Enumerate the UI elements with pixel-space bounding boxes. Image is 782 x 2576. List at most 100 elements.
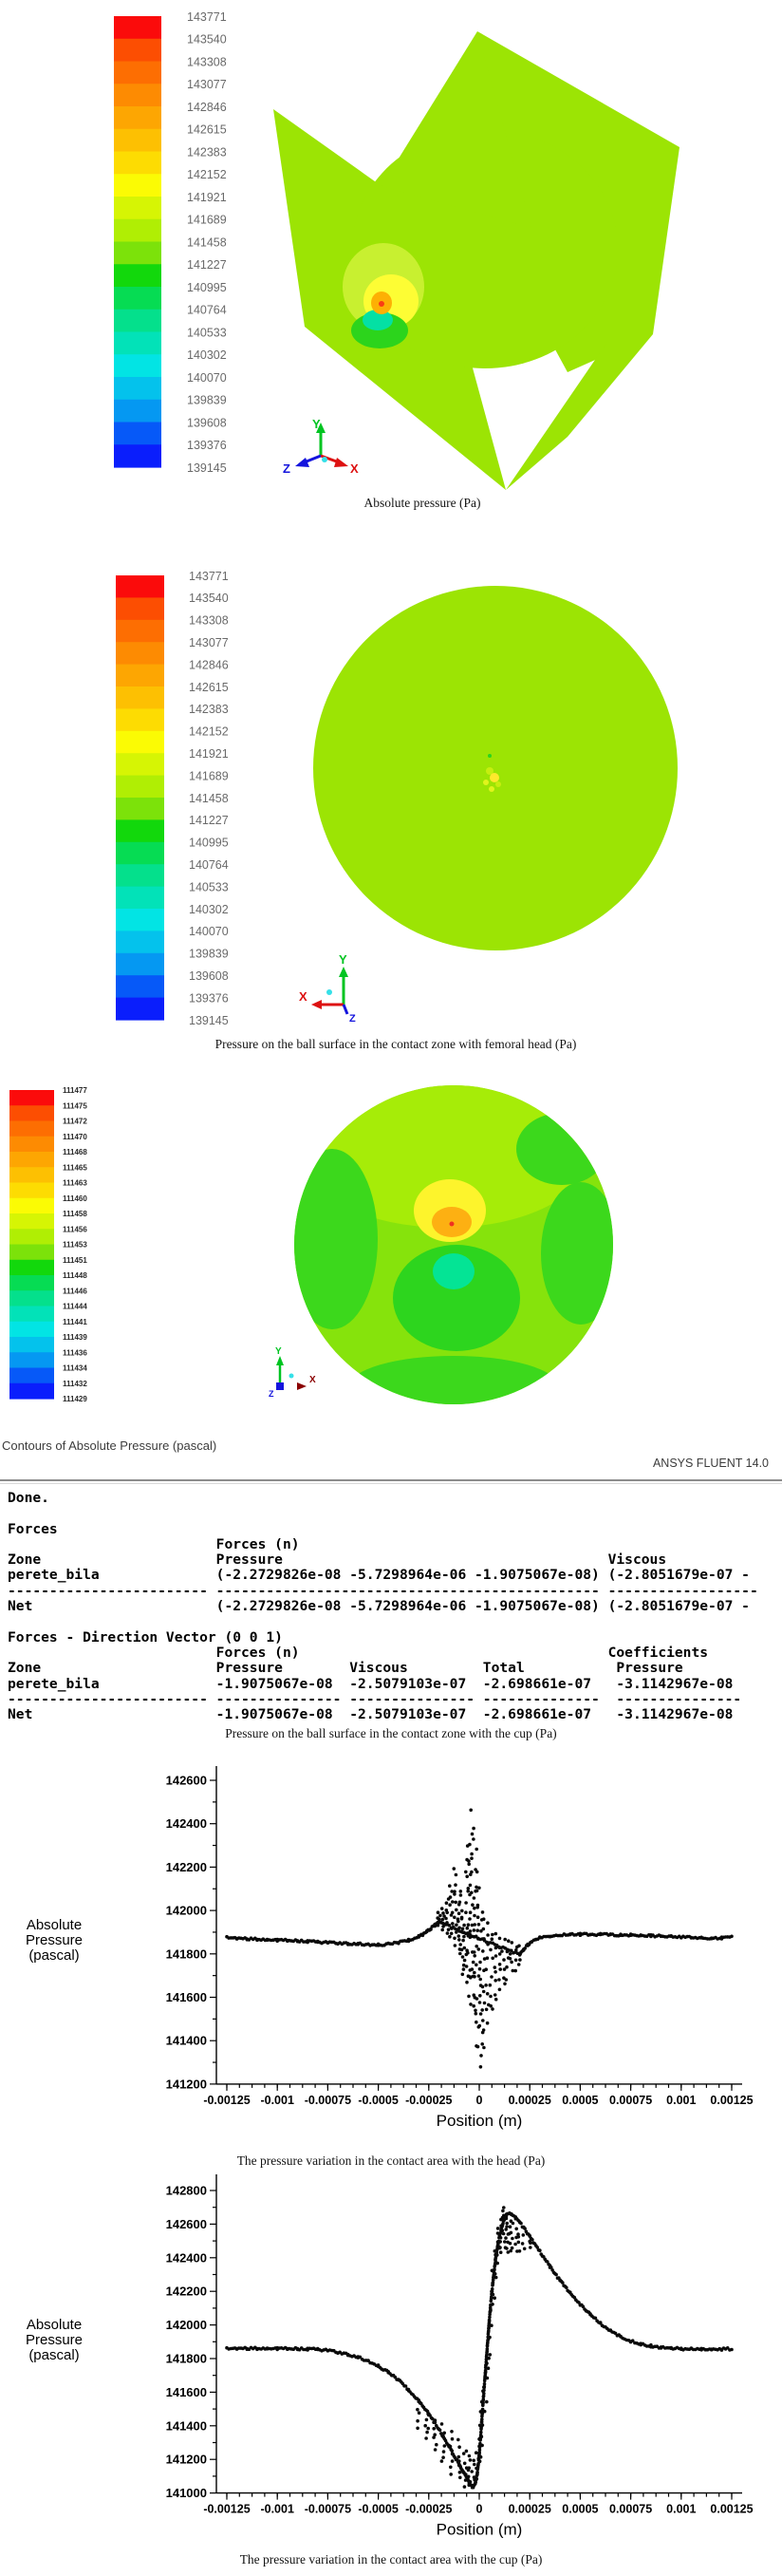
svg-text:141000: 141000 bbox=[166, 2486, 207, 2500]
console-output: Done. Forces Forces (n) Zone Pressure Vi… bbox=[8, 1491, 758, 1723]
svg-text:-0.00075: -0.00075 bbox=[305, 2094, 351, 2107]
console-caption: Pressure on the ball surface in the cont… bbox=[225, 1726, 557, 1740]
colorbar-tick-label: 111468 bbox=[63, 1148, 87, 1156]
contour-3d-shape bbox=[273, 31, 680, 490]
y-axis-title: Absolute bbox=[27, 1917, 82, 1933]
svg-text:142200: 142200 bbox=[166, 1860, 207, 1874]
svg-text:0.00125: 0.00125 bbox=[710, 2503, 753, 2516]
colorbar-tick-label: 111463 bbox=[63, 1179, 87, 1188]
colorbar-tick-label: 111472 bbox=[63, 1118, 87, 1126]
colorbar-tick-label: 143771 bbox=[189, 570, 229, 583]
z-axis-label: Z bbox=[349, 1013, 356, 1025]
colorbar-tick-label: 143540 bbox=[189, 592, 229, 605]
svg-text:141200: 141200 bbox=[166, 2453, 207, 2467]
colorbar-tick-label: 143308 bbox=[187, 55, 227, 68]
plot-pressure-head: 142600 142400 142200 142000 141800 141600 1414… bbox=[0, 1766, 782, 2153]
scatter-points bbox=[225, 2206, 734, 2490]
colorbar-tick-label: 111477 bbox=[63, 1086, 87, 1095]
colorbar-tick-label: 141227 bbox=[189, 814, 229, 827]
colorbar-tick-label: 111451 bbox=[63, 1256, 87, 1265]
fig3-title: Contours of Absolute Pressure (pascal) bbox=[2, 1438, 216, 1453]
colorbar-tick-label: 140995 bbox=[189, 837, 229, 850]
svg-text:-0.00075: -0.00075 bbox=[305, 2503, 351, 2516]
svg-text:-0.00025: -0.00025 bbox=[405, 2503, 452, 2516]
colorbar-tick-label: 140070 bbox=[187, 371, 227, 385]
x-axis-title: Position (m) bbox=[437, 2112, 523, 2130]
low-pressure-blob bbox=[393, 1245, 520, 1351]
plot1-caption: The pressure variation in the contact ar… bbox=[236, 2153, 546, 2168]
colorbar-tick-label: 111448 bbox=[63, 1271, 87, 1280]
colorbar-tick-label: 139608 bbox=[189, 969, 229, 983]
colorbar-tick-label: 142152 bbox=[189, 725, 229, 739]
svg-text:-0.0005: -0.0005 bbox=[358, 2503, 398, 2516]
colorbar-tick-label: 139839 bbox=[189, 948, 229, 961]
svg-text:142000: 142000 bbox=[166, 2318, 207, 2332]
colorbar-tick-label: 143771 bbox=[187, 10, 227, 24]
svg-text:0.00025: 0.00025 bbox=[509, 2094, 551, 2107]
svg-text:0: 0 bbox=[476, 2094, 483, 2107]
svg-text:141400: 141400 bbox=[166, 2418, 207, 2433]
y-axis-label: Y bbox=[312, 417, 321, 431]
colorbar-tick-label: 111441 bbox=[63, 1318, 87, 1326]
colorbar-tick-label: 111446 bbox=[63, 1287, 87, 1295]
colorbar-tick-label: 139608 bbox=[187, 416, 227, 429]
window-divider bbox=[0, 1479, 782, 1484]
ball-contour bbox=[313, 586, 678, 950]
colorbar-tick-label: 142383 bbox=[189, 703, 229, 716]
svg-text:142800: 142800 bbox=[166, 2184, 207, 2198]
plot2-caption: The pressure variation in the contact ar… bbox=[239, 2552, 543, 2567]
x-axis-label: X bbox=[299, 989, 307, 1004]
svg-text:141600: 141600 bbox=[166, 2385, 207, 2399]
colorbar-tick-label: 140995 bbox=[187, 281, 227, 294]
svg-text:141200: 141200 bbox=[166, 2077, 207, 2091]
svg-text:0: 0 bbox=[476, 2503, 483, 2516]
y-axis-title: (pascal) bbox=[28, 2347, 79, 2363]
colorbar-tick-label: 141689 bbox=[187, 214, 227, 227]
y-axis-title: Pressure bbox=[26, 2332, 83, 2348]
x-axis-label: X bbox=[350, 461, 359, 476]
colorbar-tick-label: 140302 bbox=[187, 348, 227, 362]
svg-text:0.0005: 0.0005 bbox=[562, 2503, 598, 2516]
svg-text:0.0005: 0.0005 bbox=[562, 2094, 598, 2107]
x-axis-title: Position (m) bbox=[437, 2521, 523, 2539]
x-axis-label: X bbox=[309, 1375, 316, 1385]
y-axis-label: Y bbox=[339, 952, 347, 967]
colorbar-tick-label: 111429 bbox=[63, 1395, 87, 1403]
colorbar-tick-label: 111456 bbox=[63, 1225, 87, 1233]
colorbar-fig3: 111477 111475 111472 111470 111468 111465 1114… bbox=[9, 1086, 87, 1403]
svg-text:142000: 142000 bbox=[166, 1904, 207, 1918]
colorbar-tick-label: 140070 bbox=[189, 925, 229, 938]
y-axis-title: Absolute bbox=[27, 2317, 82, 2333]
svg-text:0.00125: 0.00125 bbox=[710, 2094, 753, 2107]
colorbar-tick-label: 111444 bbox=[63, 1303, 87, 1311]
colorbar-tick-label: 140533 bbox=[189, 880, 229, 893]
svg-text:-0.00025: -0.00025 bbox=[405, 2094, 452, 2107]
contact-speckle bbox=[483, 780, 489, 785]
svg-text:142600: 142600 bbox=[166, 1774, 207, 1788]
colorbar-tick-label: 140764 bbox=[189, 858, 229, 872]
colorbar-tick-label: 142383 bbox=[187, 145, 227, 159]
z-axis-label: Z bbox=[269, 1389, 274, 1399]
plot-pressure-cup: 142800 142600 142400 142200 142000 141800 1416… bbox=[0, 2174, 782, 2552]
svg-text:141600: 141600 bbox=[166, 1990, 207, 2004]
svg-text:0.001: 0.001 bbox=[666, 2094, 696, 2107]
colorbar-tick-label: 140302 bbox=[189, 903, 229, 916]
plot-ticks bbox=[210, 2190, 733, 2500]
svg-text:141800: 141800 bbox=[166, 1946, 207, 1961]
colorbar-tick-label: 139145 bbox=[189, 1014, 229, 1027]
colorbar-tick-label: 141458 bbox=[189, 792, 229, 805]
svg-text:-0.001: -0.001 bbox=[260, 2503, 293, 2516]
cup-contour bbox=[294, 1085, 613, 1404]
colorbar-tick-label: 141921 bbox=[187, 191, 227, 204]
colorbar-tick-label: 143077 bbox=[189, 636, 229, 649]
colorbar-tick-label: 111432 bbox=[63, 1380, 87, 1388]
figure2-caption: Pressure on the ball surface in the cont… bbox=[214, 1037, 577, 1051]
colorbar-tick-label: 139839 bbox=[187, 394, 227, 407]
colorbar-tick-label: 139145 bbox=[187, 461, 227, 475]
colorbar-tick-label: 111439 bbox=[63, 1333, 87, 1342]
svg-text:142200: 142200 bbox=[166, 2285, 207, 2299]
ansys-fluent-watermark: ANSYS FLUENT 14.0 bbox=[653, 1457, 769, 1470]
colorbar-tick-label: 111460 bbox=[63, 1194, 87, 1203]
colorbar-tick-label: 141227 bbox=[187, 258, 227, 272]
